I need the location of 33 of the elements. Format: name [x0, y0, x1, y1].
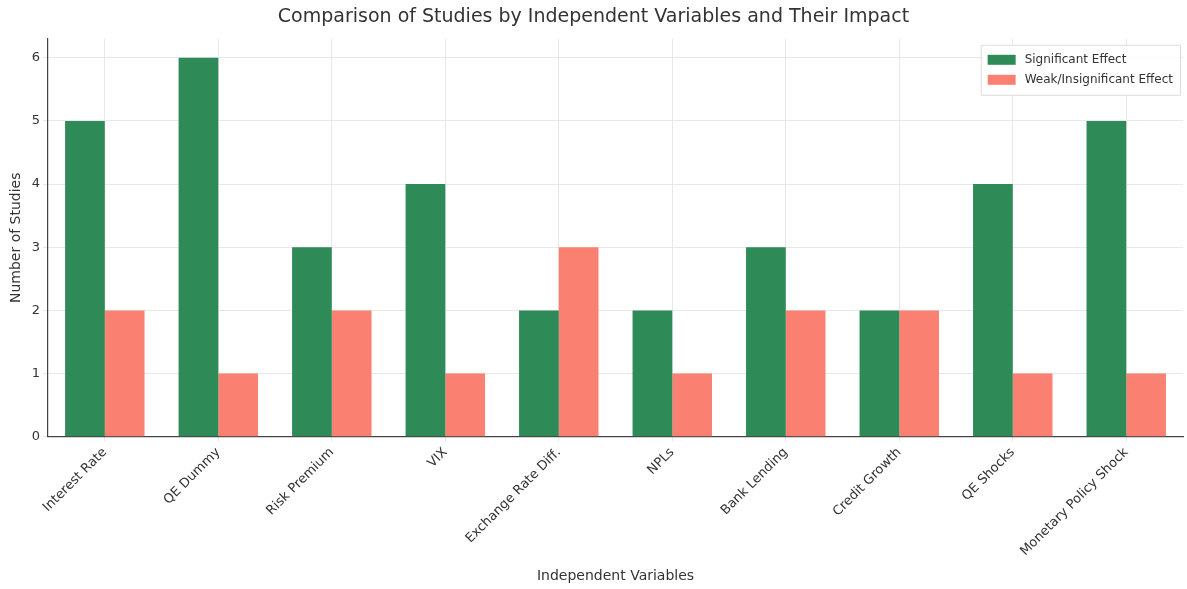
bar: [1012, 373, 1053, 437]
y-tick-label: 2: [31, 301, 41, 317]
y-axis-title: Number of Studies: [7, 172, 24, 304]
x-tick-label: VIX: [423, 444, 450, 471]
bar: [1126, 373, 1166, 437]
bar: [558, 247, 599, 437]
bar: [65, 120, 105, 437]
y-tick-label: 4: [31, 175, 41, 191]
bar: [104, 310, 145, 437]
bar: [178, 57, 219, 437]
bar: [785, 310, 826, 437]
bar: [746, 247, 786, 437]
bar: [331, 310, 372, 437]
x-axis-title: Independent Variables: [536, 567, 695, 584]
chart-title: Comparison of Studies by Independent Variables and Their Impact: [277, 4, 910, 27]
y-tick-label: 5: [31, 112, 41, 128]
bar: [292, 247, 332, 437]
bar: [899, 310, 939, 437]
y-tick-label: 0: [31, 428, 41, 444]
bar: [672, 373, 712, 437]
bar: [859, 310, 900, 437]
bar: [973, 184, 1013, 437]
bar: [519, 310, 559, 437]
bar: [632, 310, 673, 437]
bar: [1086, 120, 1127, 437]
y-tick-label: 1: [31, 364, 41, 380]
legend-label: Significant Effect: [1024, 51, 1127, 66]
legend-label: Weak/Insignificant Effect: [1024, 71, 1174, 86]
y-tick-label: 3: [31, 238, 41, 254]
bar: [218, 373, 259, 437]
y-tick-label: 6: [31, 49, 41, 65]
bar: [445, 373, 486, 437]
bar: [405, 184, 446, 437]
